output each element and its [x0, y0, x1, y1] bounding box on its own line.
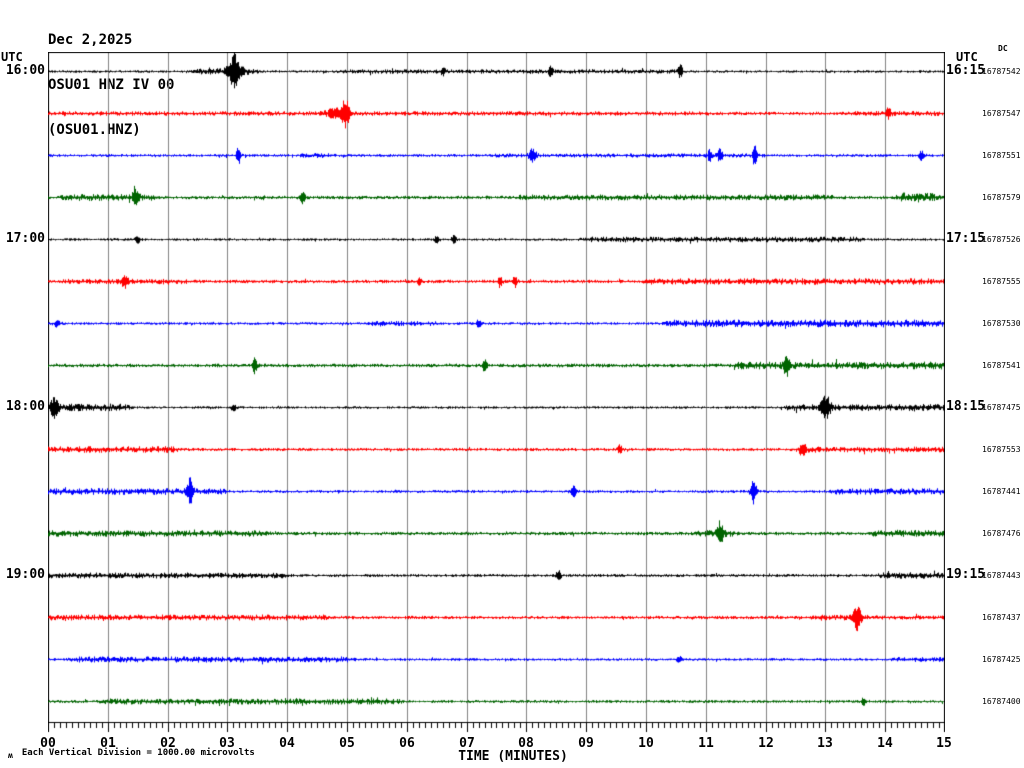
hour-label-left: 17:00 — [5, 231, 45, 246]
x-tick-label: 04 — [279, 736, 295, 751]
scale-note-text: Each Vertical Division = 1000.00 microvo… — [21, 748, 255, 758]
dc-value: 16787530 — [982, 319, 1021, 328]
x-tick-label: 10 — [638, 736, 654, 751]
hour-label-right: 17:15 — [946, 231, 986, 246]
dc-value: 16787425 — [982, 655, 1021, 664]
hour-label-right: 18:15 — [946, 399, 986, 414]
x-tick-label: 07 — [459, 736, 475, 751]
right-axis-dc-header: DC — [998, 44, 1008, 53]
x-tick-label: 08 — [518, 736, 534, 751]
dc-value: 16787475 — [982, 403, 1021, 412]
x-tick-label: 02 — [160, 736, 176, 751]
dc-value: 16787547 — [982, 109, 1021, 118]
dc-value: 16787476 — [982, 529, 1021, 538]
x-tick-label: 11 — [698, 736, 714, 751]
dc-value: 16787437 — [982, 613, 1021, 622]
x-tick-label: 06 — [399, 736, 415, 751]
hour-label-left: 16:00 — [5, 63, 45, 78]
hour-label-right: 16:15 — [946, 63, 986, 78]
x-tick-label: 00 — [40, 736, 56, 751]
x-tick-label: 15 — [936, 736, 952, 751]
left-axis-utc-header: UTC — [1, 50, 23, 64]
dc-value: 16787553 — [982, 445, 1021, 454]
dc-value: 16787555 — [982, 277, 1021, 286]
microvolts-scale-icon: ʍ — [8, 751, 13, 760]
right-axis-utc-header: UTC — [956, 50, 978, 64]
dc-value: 16787579 — [982, 193, 1021, 202]
hour-label-left: 19:00 — [5, 567, 45, 582]
x-tick-label: 09 — [578, 736, 594, 751]
seismogram-traces-canvas — [48, 52, 945, 735]
x-tick-label: 01 — [100, 736, 116, 751]
dc-value: 16787542 — [982, 67, 1021, 76]
dc-value: 16787400 — [982, 697, 1021, 706]
x-tick-label: 13 — [817, 736, 833, 751]
x-tick-label: 14 — [877, 736, 893, 751]
x-tick-label: 12 — [758, 736, 774, 751]
scale-note: ʍ Each Vertical Division = 1000.00 micro… — [8, 748, 255, 760]
hour-label-left: 18:00 — [5, 399, 45, 414]
x-tick-label: 03 — [219, 736, 235, 751]
dc-value: 16787443 — [982, 571, 1021, 580]
dc-value: 16787441 — [982, 487, 1021, 496]
hour-label-right: 19:15 — [946, 567, 986, 582]
dc-value: 16787541 — [982, 361, 1021, 370]
title-date: Dec 2,2025 — [48, 32, 133, 48]
x-tick-label: 05 — [339, 736, 355, 751]
dc-value: 16787551 — [982, 151, 1021, 160]
dc-value: 16787526 — [982, 235, 1021, 244]
x-axis-title: TIME (MINUTES) — [458, 749, 568, 764]
